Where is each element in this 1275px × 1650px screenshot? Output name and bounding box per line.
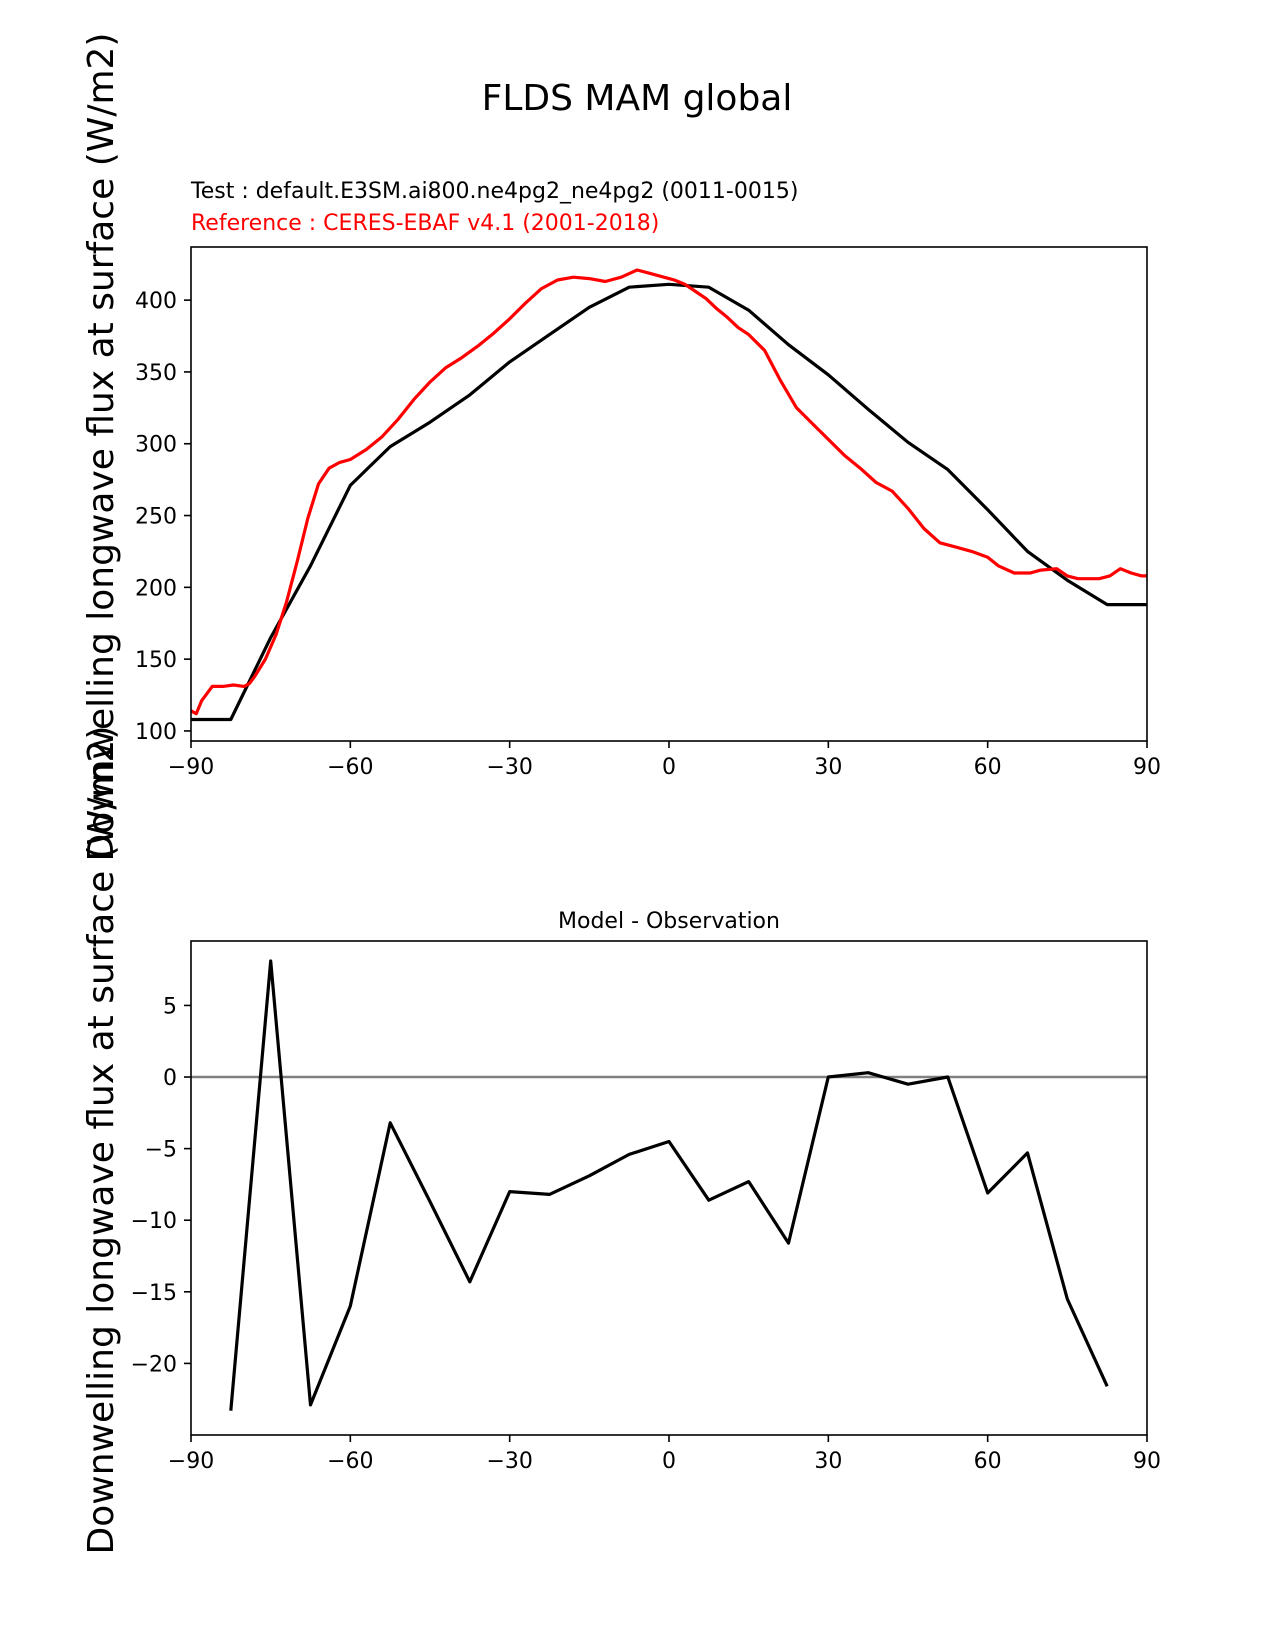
plot-frame (190, 940, 1148, 1436)
y-tick-label: 400 (135, 289, 177, 314)
x-tick-label: 0 (662, 755, 676, 780)
bottom-panel-title: Model - Observation (558, 909, 780, 934)
plot-frame (190, 246, 1148, 742)
y-tick-label: −20 (131, 1352, 177, 1377)
x-tick-label: −90 (168, 1449, 214, 1474)
reference-label: Reference : CERES-EBAF v4.1 (2001-2018) (191, 211, 659, 236)
y-tick-label: 5 (163, 994, 177, 1019)
x-tick-label: 30 (814, 755, 842, 780)
y-tick-label: 350 (135, 361, 177, 386)
y-tick-label: 250 (135, 505, 177, 530)
figure-title: FLDS MAM global (482, 78, 793, 119)
bottom-panel: −90 −60 −30 0 30 60 90 −20 −15 −10 −5 0 5 (131, 940, 1161, 1474)
x-tick-label: 0 (662, 1449, 676, 1474)
x-tick-label: 30 (814, 1449, 842, 1474)
x-tick-label: −60 (327, 755, 373, 780)
y-tick-label: 150 (135, 648, 177, 673)
x-tick-label: −30 (486, 1449, 532, 1474)
y-tick-label: 200 (135, 576, 177, 601)
y-tick-label: 100 (135, 720, 177, 745)
test-series-line (191, 282, 1147, 722)
y-tick-label: 300 (135, 433, 177, 458)
y-tick-label: −10 (131, 1209, 177, 1234)
x-tick-label: −30 (486, 755, 532, 780)
x-tick-label: −90 (168, 755, 214, 780)
y-tick-label: 0 (163, 1066, 177, 1091)
x-tick-label: 60 (974, 1449, 1002, 1474)
y-tick-label: −15 (131, 1281, 177, 1306)
x-tick-label: 90 (1133, 1449, 1161, 1474)
test-label: Test : default.E3SM.ai800.ne4pg2_ne4pg2 … (190, 179, 798, 204)
top-y-axis-label: Downwelling longwave flux at surface (W/… (81, 33, 122, 862)
difference-series-line (229, 959, 1109, 1411)
x-tick-label: 90 (1133, 755, 1161, 780)
reference-series-line (190, 268, 1147, 716)
bottom-y-axis-label: Downwelling longwave flux at surface (W/… (81, 726, 122, 1555)
x-tick-label: 60 (974, 755, 1002, 780)
x-tick-label: −60 (327, 1449, 373, 1474)
y-tick-label: −5 (145, 1138, 177, 1163)
top-panel: −90 −60 −30 0 30 60 90 100 150 200 250 300 350 400 (135, 246, 1161, 780)
